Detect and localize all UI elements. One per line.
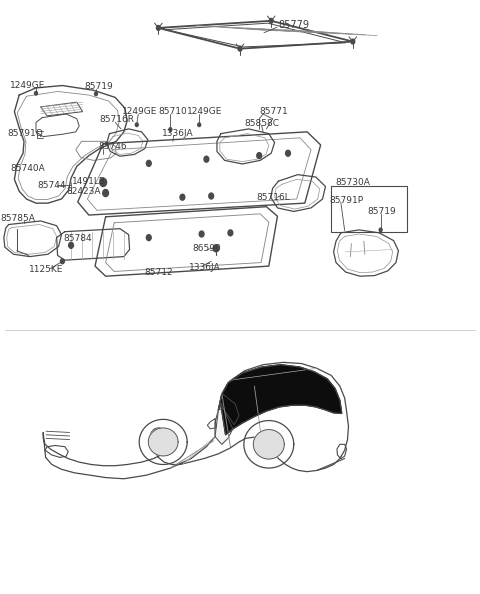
Text: 85791P: 85791P (329, 196, 363, 206)
Circle shape (135, 123, 138, 127)
Polygon shape (253, 429, 284, 459)
Circle shape (198, 123, 201, 127)
Circle shape (379, 228, 382, 232)
Text: 82423A: 82423A (66, 187, 101, 196)
Text: 85784: 85784 (63, 234, 92, 244)
Text: 85779: 85779 (278, 20, 310, 30)
Circle shape (257, 153, 262, 159)
Circle shape (69, 242, 73, 248)
Text: 86590: 86590 (192, 244, 221, 253)
Text: 1336JA: 1336JA (189, 263, 220, 272)
Circle shape (156, 26, 160, 30)
Circle shape (100, 178, 107, 187)
Circle shape (180, 194, 185, 200)
Text: 1249GE: 1249GE (122, 107, 158, 116)
Text: 85746: 85746 (98, 141, 127, 151)
Circle shape (213, 245, 219, 252)
Polygon shape (148, 428, 178, 456)
Text: 85785A: 85785A (0, 214, 35, 223)
Circle shape (146, 160, 151, 166)
Text: 1249GE: 1249GE (187, 107, 223, 116)
Text: 85771: 85771 (259, 107, 288, 116)
Circle shape (238, 46, 242, 51)
Text: 85716R: 85716R (100, 115, 135, 125)
Circle shape (169, 128, 172, 131)
Circle shape (269, 18, 273, 23)
Circle shape (199, 231, 204, 237)
Text: 1336JA: 1336JA (162, 129, 194, 138)
Circle shape (95, 92, 97, 96)
Circle shape (60, 259, 64, 264)
Text: 85730A: 85730A (335, 178, 370, 188)
Text: 85858C: 85858C (245, 119, 280, 128)
Text: 85791Q: 85791Q (7, 129, 43, 138)
Polygon shape (215, 403, 233, 444)
Circle shape (103, 189, 108, 197)
Circle shape (204, 156, 209, 162)
Text: 85740A: 85740A (11, 163, 45, 173)
Polygon shape (218, 365, 342, 435)
Text: 85712: 85712 (144, 267, 173, 277)
Text: 85719: 85719 (367, 207, 396, 216)
Text: 1125KE: 1125KE (29, 264, 63, 274)
Circle shape (209, 193, 214, 199)
Polygon shape (218, 393, 239, 425)
Text: 85744: 85744 (37, 181, 66, 190)
Text: 85719: 85719 (84, 81, 113, 91)
Circle shape (351, 39, 355, 44)
Text: 1249GE: 1249GE (10, 81, 45, 90)
Text: 85716L: 85716L (257, 192, 290, 202)
Circle shape (35, 91, 37, 95)
Text: 85710: 85710 (158, 107, 187, 116)
Circle shape (228, 230, 233, 236)
Circle shape (286, 150, 290, 156)
Text: 1491LB: 1491LB (72, 177, 106, 187)
Circle shape (146, 235, 151, 241)
